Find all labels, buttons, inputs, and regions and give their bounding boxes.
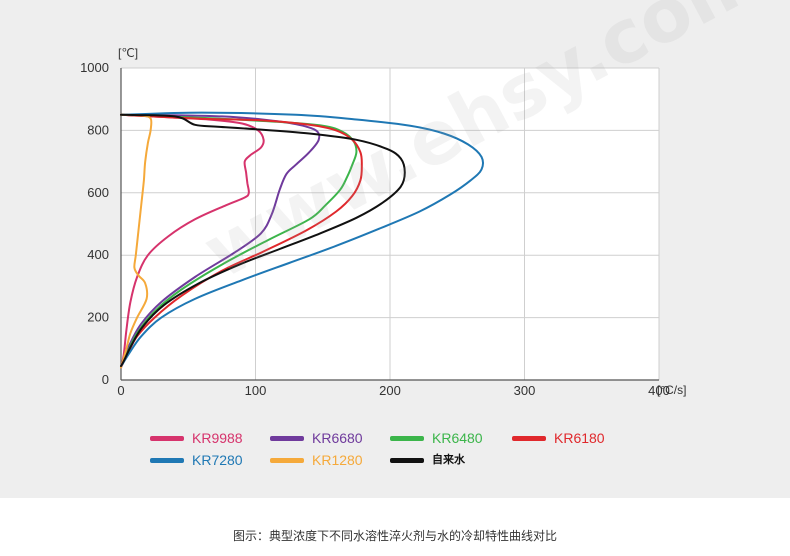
y-tick-label: 0 bbox=[102, 372, 109, 387]
series-line-KR9988 bbox=[120, 113, 265, 369]
legend-swatch bbox=[512, 435, 546, 441]
y-axis-unit: [℃] bbox=[118, 46, 138, 60]
cooling-curve-chart: 0 200 400 600 800 1000 0 100 200 300 400 [℃] [°C/s… bbox=[80, 46, 686, 398]
legend-label: KR6680 bbox=[312, 430, 363, 446]
y-tick-label: 1000 bbox=[80, 60, 109, 75]
y-tick-label: 800 bbox=[87, 122, 109, 137]
y-tick-label: 200 bbox=[87, 310, 109, 325]
legend-item: KR6680 bbox=[270, 428, 363, 448]
legend-swatch bbox=[270, 457, 304, 463]
x-tick-label: 0 bbox=[117, 383, 124, 398]
legend-label: KR6180 bbox=[554, 430, 605, 446]
series-line-KR6180 bbox=[120, 113, 363, 366]
figure-caption: 图示：典型浓度下不同水溶性淬火剂与水的冷却特性曲线对比 bbox=[232, 529, 557, 543]
x-tick-label: 300 bbox=[514, 383, 536, 398]
legend-swatch bbox=[390, 435, 424, 441]
legend-label: 自来水 bbox=[432, 453, 465, 466]
series-lines bbox=[120, 111, 484, 369]
axes: 0 200 400 600 800 1000 0 100 200 300 400 bbox=[80, 60, 670, 398]
legend: KR9988 KR6680 KR6480 KR6180 KR7280 KR1280 自来水 bbox=[150, 428, 670, 472]
legend-item: 自来水 bbox=[390, 450, 465, 470]
legend-swatch bbox=[150, 435, 184, 441]
series-line-KR6480 bbox=[120, 113, 358, 366]
legend-item: KR1280 bbox=[270, 450, 363, 470]
legend-label: KR1280 bbox=[312, 452, 363, 468]
legend-item: KR6180 bbox=[512, 428, 605, 448]
legend-label: KR7280 bbox=[192, 452, 243, 468]
series-line-KR1280 bbox=[120, 113, 153, 369]
y-tick-label: 600 bbox=[87, 185, 109, 200]
legend-item: KR7280 bbox=[150, 450, 243, 470]
legend-item: KR9988 bbox=[150, 428, 243, 448]
x-tick-label: 400 bbox=[648, 383, 670, 398]
legend-swatch bbox=[270, 435, 304, 441]
legend-swatch bbox=[150, 457, 184, 463]
x-tick-label: 200 bbox=[379, 383, 401, 398]
legend-label: KR6480 bbox=[432, 430, 483, 446]
legend-item: KR6480 bbox=[390, 428, 483, 448]
legend-swatch bbox=[390, 457, 424, 463]
series-line-自来水 bbox=[120, 113, 406, 367]
x-tick-label: 100 bbox=[245, 383, 267, 398]
series-line-KR7280 bbox=[120, 111, 484, 366]
x-axis-unit: [°C/s] bbox=[657, 383, 686, 397]
y-tick-label: 400 bbox=[87, 247, 109, 262]
legend-label: KR9988 bbox=[192, 430, 243, 446]
